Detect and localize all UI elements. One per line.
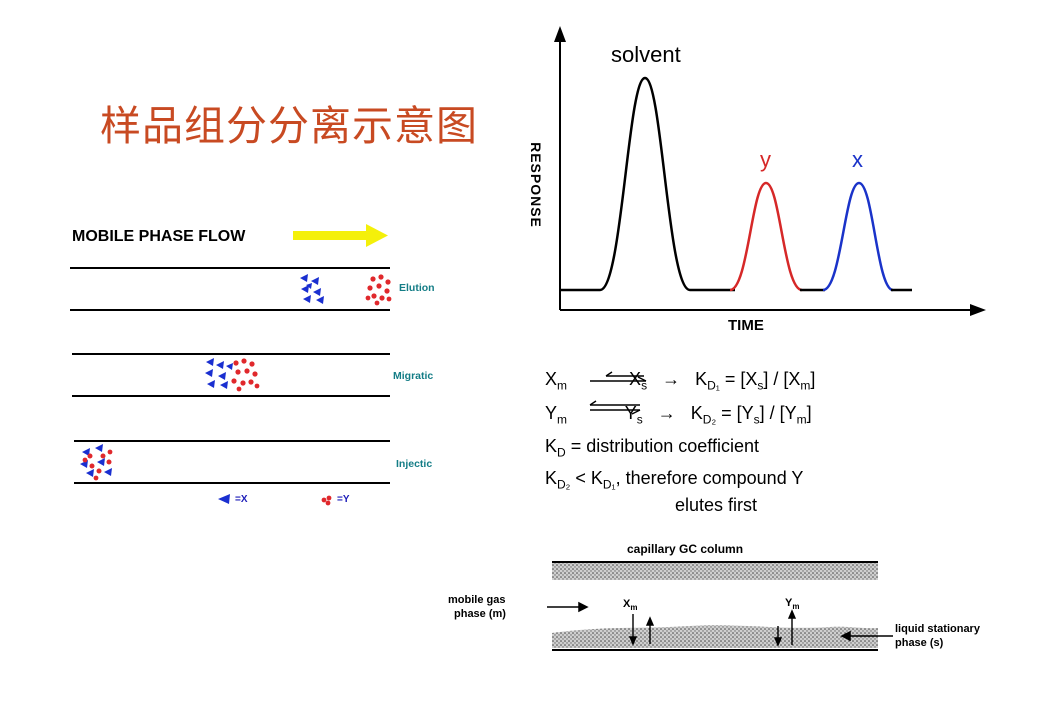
kd-comparison-line2: elutes first bbox=[675, 495, 758, 516]
equilibrium-arrow-2-icon bbox=[589, 400, 641, 415]
elution-x-cluster bbox=[300, 274, 324, 304]
migration-y-cluster bbox=[231, 358, 260, 392]
equation-x: Xm Xs → KD₁ = [Xs] / [Xm] bbox=[545, 369, 816, 393]
legend-x-icon bbox=[218, 494, 230, 504]
column-title: capillary GC column bbox=[627, 542, 744, 556]
stationary-phase-label-1: liquid stationary bbox=[895, 623, 980, 635]
xm-partition-arrows-icon bbox=[628, 614, 655, 646]
band-label-injection: Injectic bbox=[396, 458, 433, 470]
equation-y: Ym Ys → KD₂ = [Ys] / [Ym] bbox=[545, 402, 812, 427]
stationary-phase-arrow-icon bbox=[840, 630, 893, 642]
mobile-phase-label-2: phase (m) bbox=[454, 608, 506, 620]
equations-block: Xm Xs → KD₁ = [Xs] / [Xm] Ym Ys → KD₂ = … bbox=[545, 366, 815, 515]
y-axis-arrow-icon bbox=[554, 26, 566, 42]
injection-mixed-cluster bbox=[80, 444, 113, 481]
peak-label-solvent: solvent bbox=[611, 42, 681, 67]
mobile-phase-label-1: mobile gas bbox=[448, 594, 506, 606]
mobile-phase-flow-label: MOBILE PHASE FLOW bbox=[72, 228, 246, 245]
peak-x bbox=[822, 181, 894, 292]
legend-x-label: =X bbox=[235, 494, 248, 505]
kd-comparison: KD₂ < KD₁, therefore compound Y bbox=[545, 467, 804, 492]
y-axis-label: RESPONSE bbox=[528, 142, 544, 228]
flow-arrow-icon bbox=[293, 224, 388, 247]
elution-y-cluster bbox=[365, 274, 392, 306]
ym-label: Ym bbox=[785, 597, 800, 612]
x-axis-label: TIME bbox=[728, 317, 764, 334]
column-tubes bbox=[70, 267, 390, 484]
chromatogram-axes bbox=[559, 36, 972, 311]
peak-solvent bbox=[560, 76, 735, 292]
peak-y bbox=[729, 181, 803, 292]
band-label-migration: Migratic bbox=[393, 370, 434, 382]
peak-label-y: y bbox=[760, 147, 771, 172]
ym-partition-arrows-icon bbox=[773, 609, 797, 647]
equilibrium-arrow-1-icon bbox=[590, 371, 647, 382]
migration-x-cluster bbox=[205, 358, 233, 389]
stationary-phase-label-2: phase (s) bbox=[895, 637, 944, 649]
kd-definition: KD = distribution coefficient bbox=[545, 436, 759, 460]
band-label-elution: Elution bbox=[399, 282, 435, 294]
peak-label-x: x bbox=[852, 147, 863, 172]
legend-y-label: =Y bbox=[337, 494, 350, 505]
x-axis-arrow-icon bbox=[970, 304, 986, 316]
slide-title: 样品组分分离示意图 bbox=[100, 102, 478, 150]
capillary-column bbox=[552, 561, 878, 651]
xm-label: Xm bbox=[623, 598, 638, 613]
mobile-phase-arrow-icon bbox=[547, 601, 589, 613]
legend-y-icon bbox=[321, 495, 332, 506]
